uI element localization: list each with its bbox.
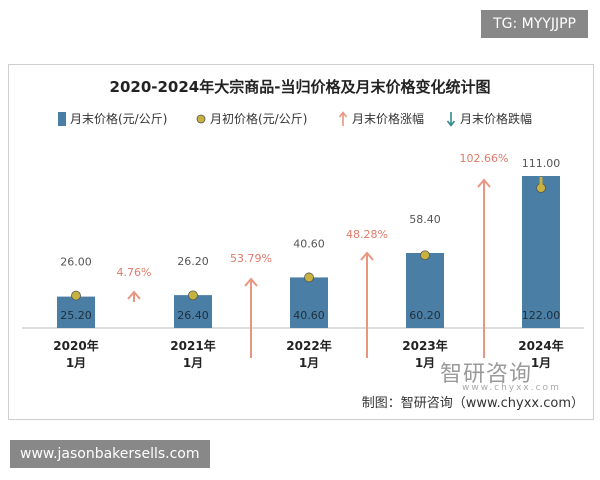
legend-label-increase: 月末价格涨幅	[352, 112, 425, 126]
change-arrow-head-icon	[477, 178, 491, 188]
bar-month-end-price	[174, 295, 212, 328]
legend-bar-swatch-icon	[58, 111, 66, 126]
change-percent-label: 4.76%	[117, 266, 152, 279]
dot-value-label: 40.60	[293, 237, 325, 250]
x-tick-month-label: 1月	[66, 356, 86, 370]
x-tick-year-label: 2020年	[53, 338, 98, 353]
bar-value-label: 25.20	[60, 309, 92, 322]
bar-value-label: 60.20	[409, 309, 441, 322]
legend-up-arrow-icon	[338, 110, 348, 126]
bar-value-label: 26.40	[177, 309, 209, 322]
legend-item-increase: 月末价格涨幅	[338, 110, 424, 127]
legend-label-month-start-price: 月初价格(元/公斤)	[210, 112, 308, 126]
month-start-price-dot	[536, 183, 546, 193]
bar-month-end-price	[290, 277, 328, 328]
change-percent-label: 102.66%	[460, 152, 509, 165]
x-tick-year-label: 2023年	[402, 338, 447, 353]
brand-logo-text: 智研咨询	[440, 362, 533, 387]
dot-value-label: 58.40	[409, 213, 441, 226]
legend-item-month-start-price: 月初价格(元/公斤)	[196, 110, 307, 127]
x-tick-month-label: 1月	[183, 356, 203, 370]
month-start-price-dot	[304, 272, 314, 283]
legend-item-month-end-price: 月末价格(元/公斤)	[58, 110, 167, 127]
legend-label-month-end-price: 月末价格(元/公斤)	[70, 112, 168, 126]
chart-legend: 月末价格(元/公斤) 月初价格(元/公斤) 月末价格涨幅 月末价格跌幅	[58, 110, 578, 130]
legend-down-arrow-icon	[446, 111, 456, 127]
dot-value-label: 26.00	[60, 256, 92, 269]
dot-value-label: 111.00	[522, 157, 561, 170]
x-tick-year-label: 2024年	[518, 338, 563, 353]
bar-value-label: 40.60	[293, 309, 325, 322]
legend-dot-swatch-icon	[196, 114, 206, 123]
legend-item-decrease: 月末价格跌幅	[446, 110, 532, 127]
bar-month-end-price	[57, 296, 95, 328]
bar-month-end-price	[406, 252, 444, 328]
change-arrow-head-icon	[360, 251, 374, 261]
x-tick-month-label: 1月	[531, 356, 551, 370]
watermark-bottom: www.jasonbakersells.com	[10, 440, 210, 468]
legend-label-decrease: 月末价格跌幅	[460, 112, 533, 126]
x-tick-month-label: 1月	[299, 356, 319, 370]
brand-logo-url: www.chyxx.com	[462, 383, 561, 393]
source-note: 制图：智研咨询（www.chyxx.com）	[361, 396, 584, 411]
dot-value-label: 26.20	[177, 255, 209, 268]
x-tick-year-label: 2022年	[286, 338, 331, 353]
chart-title: 2020-2024年大宗商品-当归价格及月末价格变化统计图	[109, 78, 491, 96]
change-arrow-head-icon	[244, 277, 258, 287]
x-tick-year-label: 2021年	[170, 338, 215, 353]
change-percent-label: 53.79%	[230, 252, 272, 265]
month-start-price-dot	[71, 290, 81, 301]
bar-value-label: 122.00	[522, 309, 561, 322]
change-percent-label: 48.28%	[346, 228, 388, 241]
bar-month-end-price	[522, 176, 560, 328]
change-arrow-head-icon	[127, 290, 141, 300]
chart-frame	[8, 64, 594, 420]
watermark-top: TG: MYYJJPP	[481, 10, 588, 38]
month-start-price-dot	[188, 290, 198, 301]
x-tick-month-label: 1月	[415, 356, 435, 370]
month-start-price-dot	[420, 250, 430, 261]
